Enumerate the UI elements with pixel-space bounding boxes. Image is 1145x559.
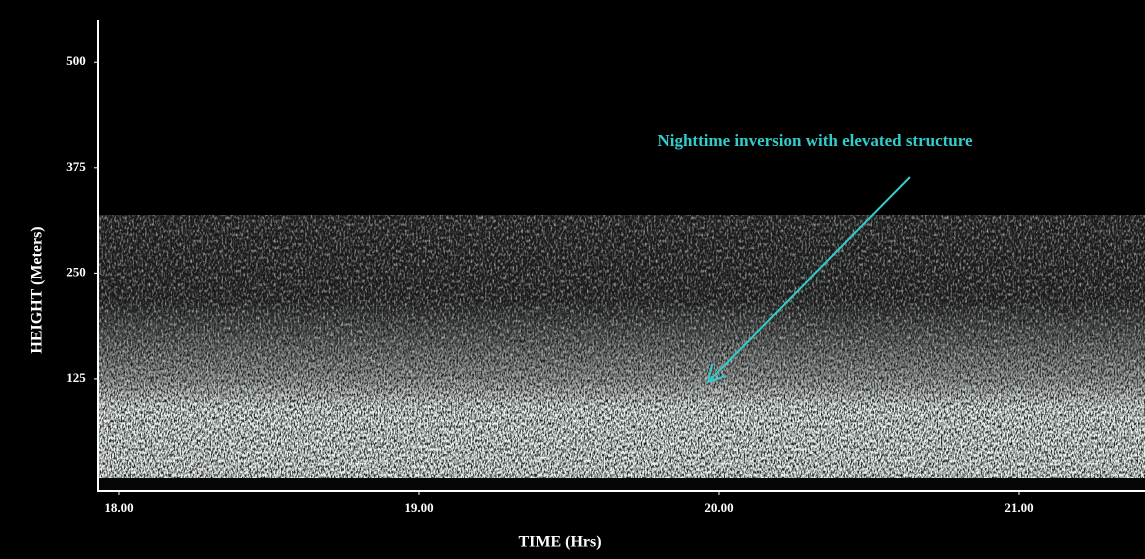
x-tick-label: 21.00 <box>1004 500 1033 515</box>
arrow-head <box>706 363 727 384</box>
y-tick-label: 125 <box>66 370 86 385</box>
x-axis-title: TIME (Hrs) <box>518 534 601 551</box>
y-axis-title: HEIGHT (Meters) <box>29 226 46 353</box>
y-tick-label: 500 <box>66 53 86 68</box>
y-tick-label: 250 <box>66 264 86 279</box>
echo-layer <box>98 300 1145 480</box>
x-tick-label: 18.00 <box>104 500 133 515</box>
annotation: Nighttime inversion with elevated struct… <box>657 131 973 150</box>
x-tick-label: 19.00 <box>404 500 433 515</box>
annotation-arrow <box>709 176 911 381</box>
ground-strip <box>98 478 1145 490</box>
y-tick-label: 375 <box>66 159 86 174</box>
x-tick-label: 20.00 <box>704 500 733 515</box>
